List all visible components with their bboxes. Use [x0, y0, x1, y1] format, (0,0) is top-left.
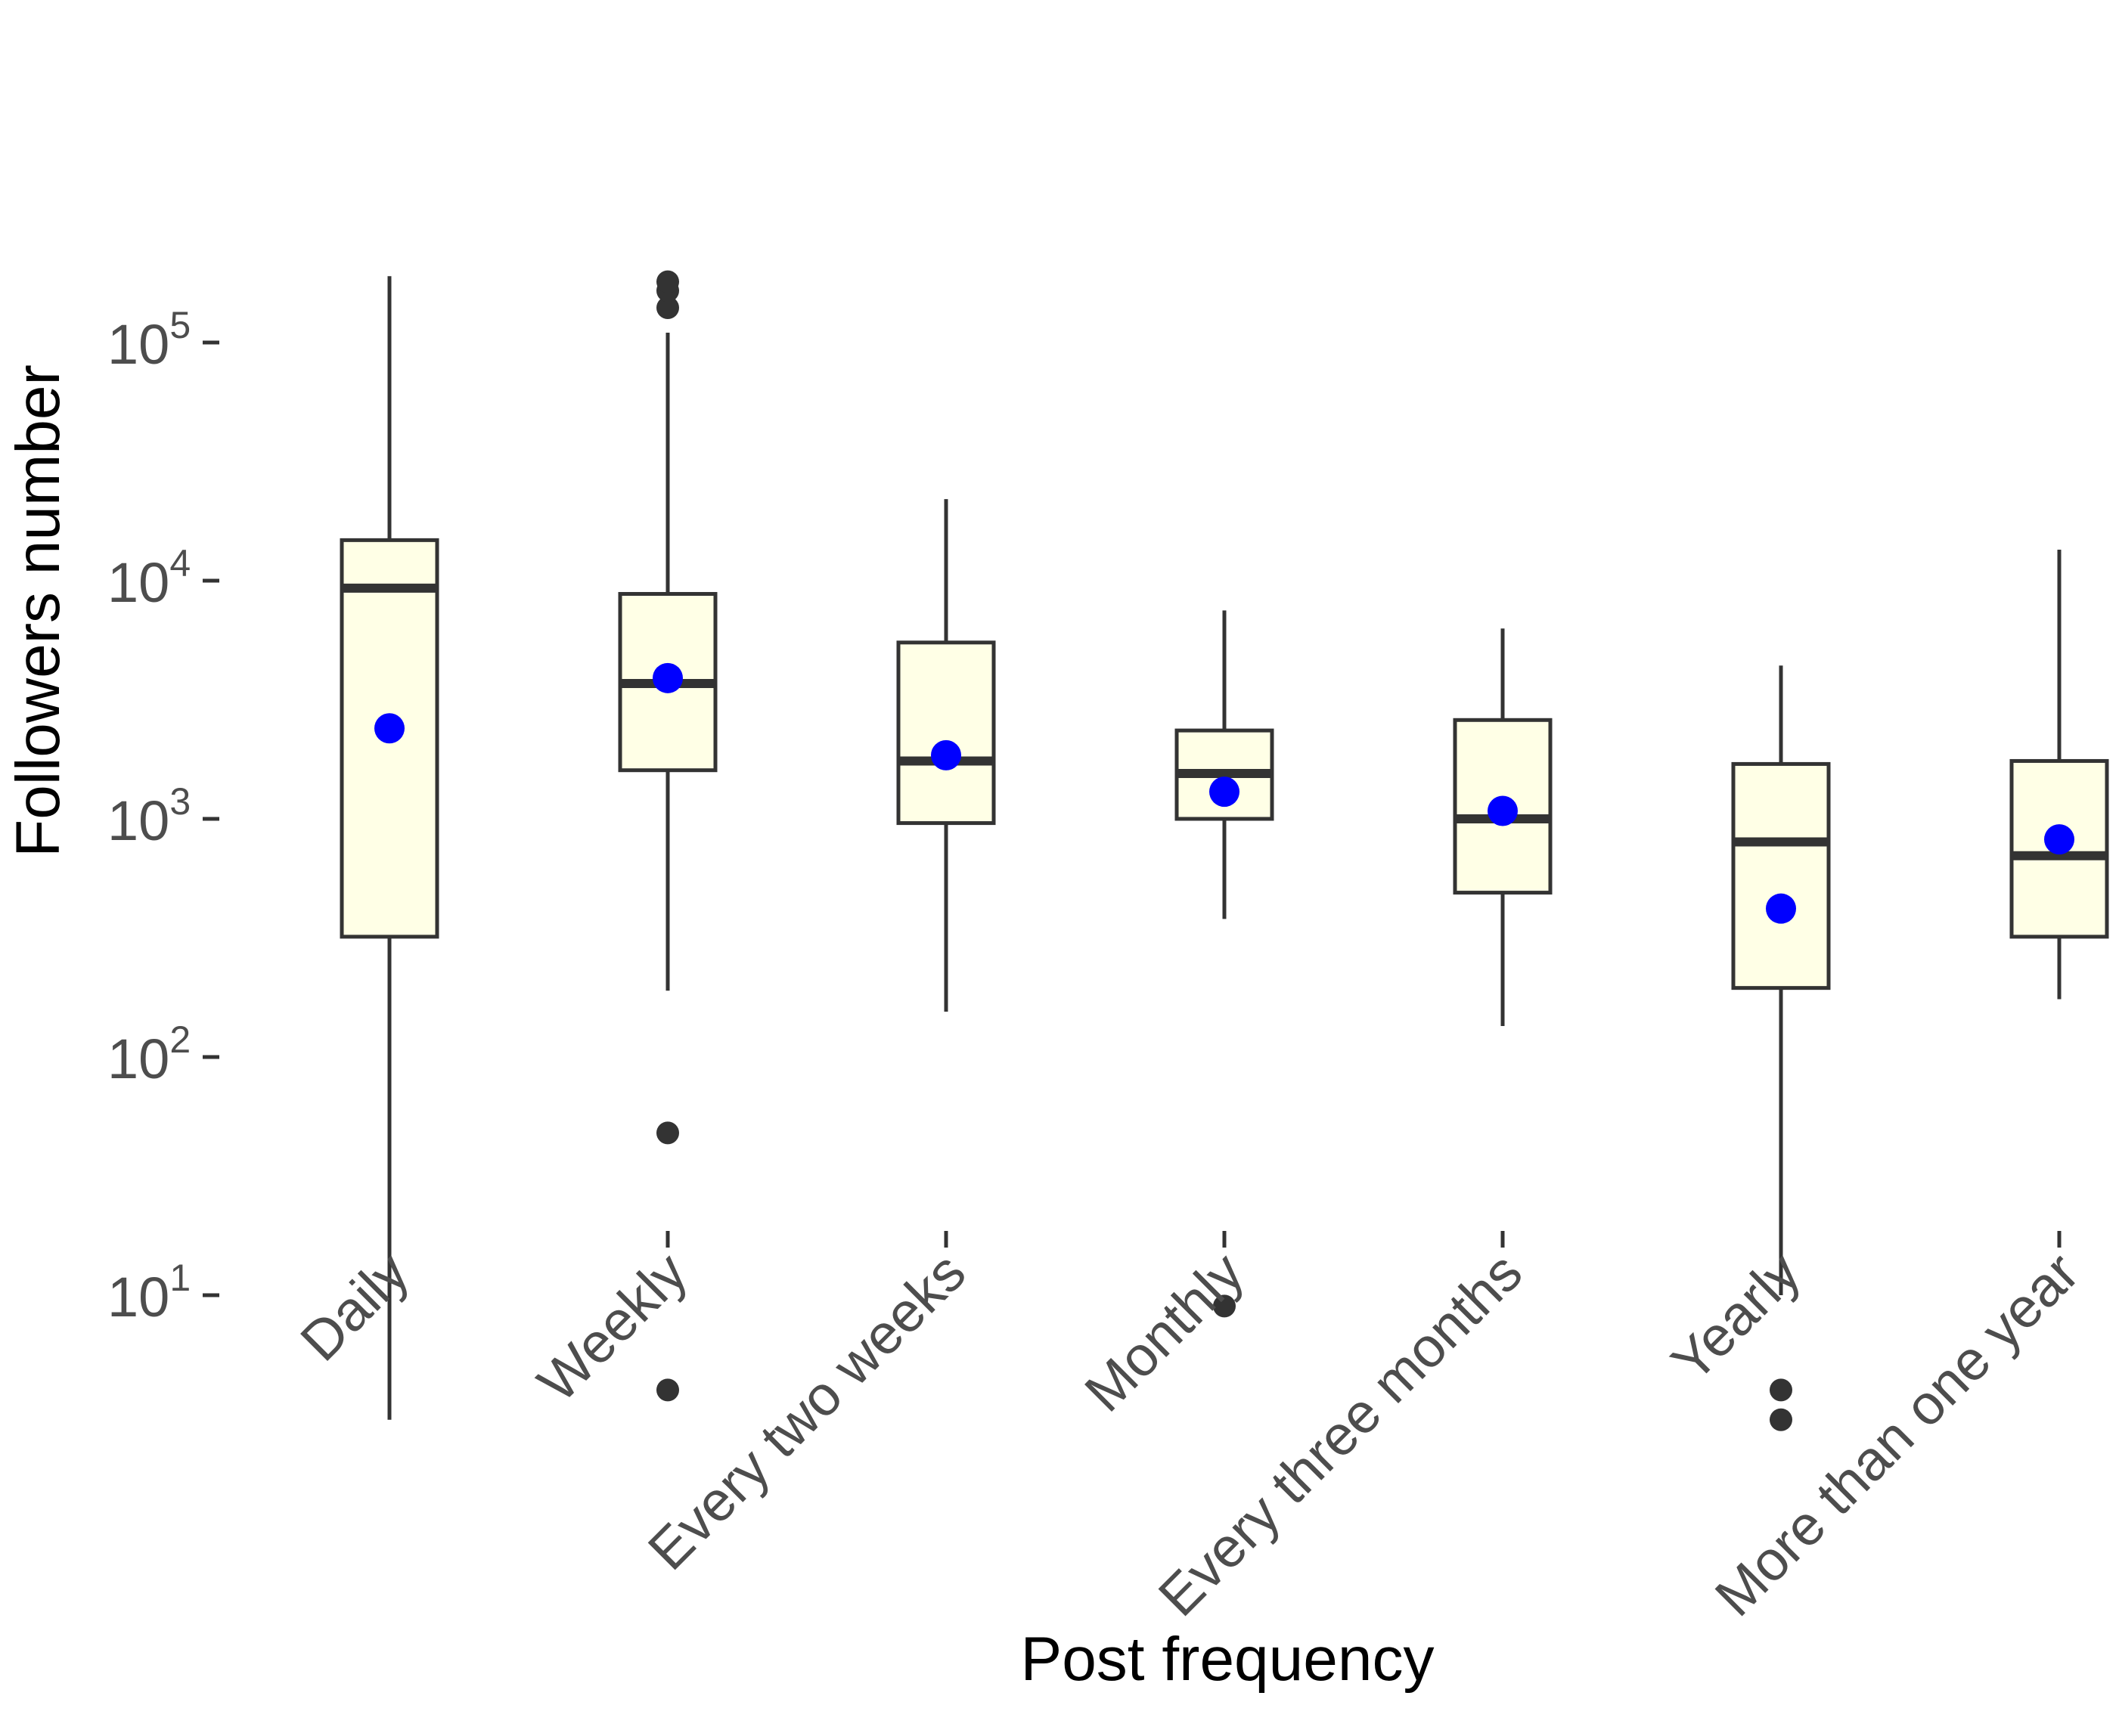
- box-group: [1174, 610, 1274, 1318]
- y-tick-label: 103: [107, 780, 191, 852]
- box-iqr: [896, 640, 996, 826]
- mean-point: [1766, 893, 1796, 924]
- outlier-point: [1213, 1294, 1236, 1318]
- outlier-point: [656, 1121, 679, 1145]
- y-axis: 101 102 103 104 105: [107, 304, 219, 1328]
- box-group: [1731, 665, 1831, 1431]
- outlier-point: [656, 1378, 679, 1402]
- boxes-layer: [340, 270, 2109, 1431]
- mean-point: [1488, 795, 1518, 826]
- y-tick-label: 104: [107, 542, 191, 614]
- box-group: [2009, 549, 2109, 1000]
- y-axis-title: Followers number: [4, 364, 73, 857]
- box-group: [340, 276, 439, 1420]
- y-tick-label: 101: [107, 1257, 191, 1328]
- outlier-point: [1770, 1378, 1792, 1402]
- box-group: [1453, 628, 1553, 1026]
- x-tick-label: Daily: [288, 1241, 420, 1373]
- box-group: [618, 270, 718, 1402]
- mean-point: [653, 662, 683, 693]
- box-group: [896, 499, 996, 1012]
- x-tick-label: Monthly: [1072, 1241, 1255, 1424]
- y-tick-label: 105: [107, 304, 191, 376]
- box-iqr: [1731, 761, 1831, 990]
- y-tick-label: 102: [107, 1018, 191, 1090]
- mean-point: [2044, 824, 2074, 855]
- outlier-point: [656, 270, 679, 293]
- outlier-point: [656, 296, 679, 319]
- x-axis-title: Post frequency: [1021, 1625, 1435, 1694]
- x-tick-label: Yearly: [1659, 1241, 1812, 1393]
- mean-point: [1209, 777, 1239, 808]
- mean-point: [931, 739, 961, 770]
- mean-point: [374, 713, 405, 744]
- outlier-point: [1770, 1408, 1792, 1431]
